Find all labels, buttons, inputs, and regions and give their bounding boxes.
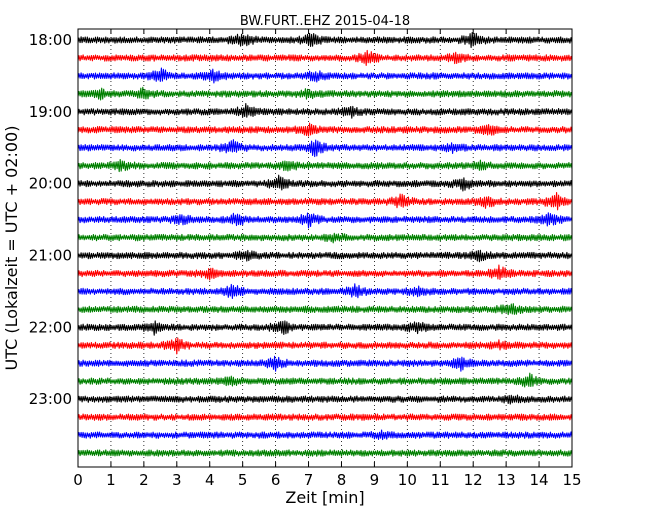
x-tick-label: 12	[464, 471, 483, 489]
trace-line	[77, 372, 573, 388]
x-tick-label: 8	[337, 471, 347, 489]
x-tick-label: 14	[530, 471, 549, 489]
y-tick-label: 18:00	[29, 31, 72, 49]
trace-line	[77, 139, 573, 158]
x-axis-ticks: 0 1 2 3 4 5 6 7 8 9 10 11 12 13 14 15	[73, 29, 582, 489]
y-tick-label: 23:00	[29, 390, 72, 408]
trace-line	[77, 49, 573, 66]
trace-line	[77, 283, 573, 299]
trace-line	[77, 449, 573, 457]
trace-group	[77, 32, 573, 457]
trace-line	[77, 394, 573, 405]
trace-line	[77, 159, 573, 173]
trace-line	[77, 232, 573, 244]
x-tick-label: 3	[172, 471, 182, 489]
x-tick-label: 2	[139, 471, 149, 489]
x-tick-label: 6	[271, 471, 281, 489]
trace-line	[77, 249, 573, 263]
trace-line	[77, 355, 573, 372]
x-tick-label: 13	[497, 471, 516, 489]
y-tick-label: 20:00	[29, 175, 72, 193]
trace-line	[77, 303, 573, 316]
trace-line	[77, 429, 573, 441]
x-tick-label: 15	[562, 471, 581, 489]
trace-line	[77, 67, 573, 84]
trace-line	[77, 413, 573, 421]
x-tick-label: 7	[304, 471, 314, 489]
x-tick-label: 0	[73, 471, 83, 489]
trace-line	[77, 32, 573, 49]
trace-line	[77, 122, 573, 137]
trace-line	[77, 320, 573, 336]
y-tick-label: 22:00	[29, 318, 72, 336]
x-tick-label: 11	[431, 471, 450, 489]
x-tick-label: 9	[370, 471, 380, 489]
x-tick-label: 1	[106, 471, 116, 489]
trace-line	[77, 102, 573, 119]
x-tick-label: 10	[398, 471, 417, 489]
y-axis-ticks: 18:00 19:00 20:00 21:00 22:00 23:00	[29, 31, 572, 408]
x-axis-label: Zeit [min]	[285, 488, 364, 507]
trace-line	[77, 337, 573, 355]
plot-frame	[77, 28, 573, 468]
trace-line	[77, 86, 573, 101]
trace-line	[77, 174, 573, 192]
x-tick-label: 4	[205, 471, 215, 489]
y-tick-label: 19:00	[29, 103, 72, 121]
trace-line	[77, 192, 573, 211]
y-axis-label: UTC (Lokalzeit = UTC + 02:00)	[2, 126, 21, 371]
trace-line	[77, 264, 573, 281]
chart-title: BW.FURT..EHZ 2015-04-18	[240, 14, 410, 29]
y-tick-label: 21:00	[29, 247, 72, 265]
trace-line	[77, 212, 573, 229]
x-tick-label: 5	[238, 471, 248, 489]
